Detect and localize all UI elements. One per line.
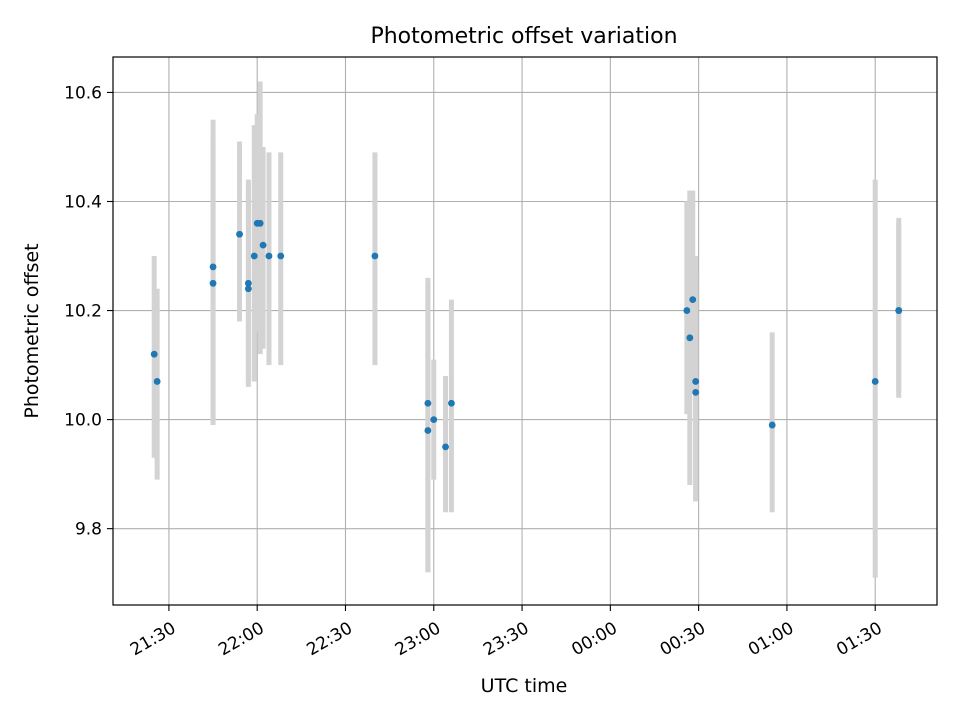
data-point — [209, 263, 217, 271]
y-tick-label: 10.6 — [64, 83, 102, 103]
data-point — [265, 252, 273, 260]
data-point — [871, 378, 879, 385]
y-axis-ticks: 9.8 10.0 10.2 10.4 10.6 — [64, 83, 113, 540]
data-point — [430, 416, 438, 424]
data-point — [244, 285, 252, 293]
data-point — [244, 279, 252, 287]
y-tick-label: 10.0 — [64, 411, 102, 431]
data-point — [895, 307, 903, 314]
data-point — [448, 399, 455, 407]
data-point — [209, 279, 217, 287]
data-point — [250, 252, 258, 260]
data-point — [256, 219, 264, 227]
data-point — [371, 252, 379, 260]
data-point — [259, 241, 267, 249]
data-point — [236, 230, 243, 238]
y-axis-label: Photometric offset — [21, 243, 43, 418]
data-point — [150, 350, 158, 358]
data-point — [692, 378, 700, 385]
data-point — [424, 427, 432, 434]
data-point — [692, 388, 700, 396]
x-axis-label: UTC time — [481, 675, 568, 697]
data-point — [683, 307, 691, 314]
chart-title: Photometric offset variation — [370, 24, 677, 49]
y-tick-label: 9.8 — [75, 520, 102, 540]
plot-area-frame — [112, 56, 938, 606]
data-point — [277, 252, 285, 260]
y-tick-label: 10.4 — [64, 192, 102, 212]
data-point — [768, 421, 776, 429]
data-point — [424, 399, 432, 407]
y-tick-label: 10.2 — [64, 302, 102, 322]
data-point — [686, 334, 694, 342]
data-point — [442, 443, 449, 451]
data-points — [150, 219, 903, 451]
data-point — [153, 378, 161, 385]
data-point — [689, 296, 697, 304]
